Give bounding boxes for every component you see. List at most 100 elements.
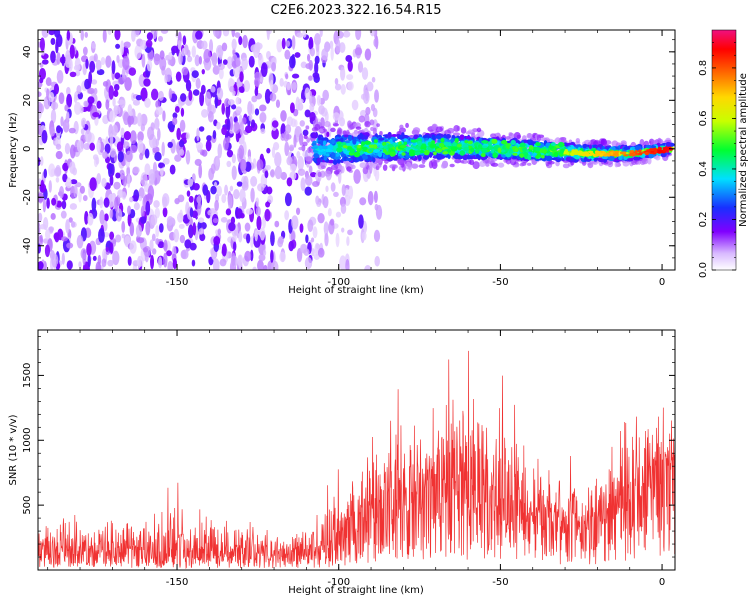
heatmap-peak-cell [505,152,512,158]
heatmap-halo-cell [454,158,462,164]
heatmap-peak-cell [435,148,443,153]
heatmap-noise-cell [279,77,284,87]
heatmap-noise-cell [192,222,197,236]
heatmap-noise-cell [258,253,266,262]
heatmap-core-cell [566,152,570,155]
heatmap-noise-cell [127,256,132,266]
heatmap-noise-cell [186,190,191,197]
heatmap-noise-cell [347,229,353,236]
heatmap-noise-cell [345,54,353,63]
heatmap-noise-cell [93,53,98,62]
heatmap-noise-cell [194,54,200,67]
heatmap-noise-cell [109,110,116,123]
heatmap-noise-cell [187,49,191,58]
heatmap-peak-cell [439,142,445,148]
heatmap-peak-cell [522,147,527,153]
heatmap-peak-cell [401,152,406,156]
heatmap-noise-cell [197,201,202,216]
heatmap-noise-cell [155,225,160,238]
heatmap-peak-cell [474,148,480,154]
heatmap-peak-cell [540,154,545,159]
heatmap-noise-cell [123,41,131,49]
heatmap-peak-cell [342,145,348,149]
heatmap-halo-cell [526,162,532,166]
colorbar-tick-label: 0.6 [698,110,709,126]
heatmap-peak-cell [360,141,366,146]
heatmap-noise-cell [322,196,329,209]
heatmap-noise-cell [108,163,112,177]
snr-x-tick-label: -150 [166,577,189,588]
heatmap-noise-cell [289,144,295,151]
heatmap-halo-cell [405,122,409,129]
heatmap-noise-cell [309,102,315,112]
heatmap-halo-cell [324,170,332,177]
heatmap-noise-cell [80,248,87,260]
heatmap-core-cell [609,151,614,156]
heatmap-peak-cell [535,146,541,152]
heatmap-halo-cell [389,164,397,169]
heatmap-noise-cell [284,210,290,221]
heatmap-halo-cell [298,146,304,151]
heatmap-halo-cell [554,137,561,144]
heatmap-core-cell [602,153,609,157]
heatmap-noise-cell [219,258,227,267]
heatmap-noise-cell [54,232,60,243]
heatmap-noise-cell [185,132,190,140]
heatmap-band-cell [318,145,323,150]
heatmap-noise-cell [87,212,94,226]
heatmap-noise-cell [210,55,218,62]
heatmap-noise-cell [374,168,380,182]
heatmap-noise-cell [144,97,151,108]
heatmap-peak-cell [464,140,469,144]
heatmap-noise-cell [146,59,153,72]
heatmap-band-cell [387,131,392,138]
heatmap-noise-cell [222,59,228,65]
heatmap-band-cell [336,158,341,164]
heatmap-core-cell [657,146,662,151]
heatmap-core-cell [629,150,634,154]
snr-x-tick-label: -50 [492,577,508,588]
heatmap-band-cell [588,144,592,149]
heatmap-noise-cell [366,81,374,92]
heatmap-noise-cell [220,216,228,223]
heatmap-noise-cell [43,96,51,110]
heatmap-halo-cell [324,120,331,128]
heatmap-band-cell [372,157,376,163]
heatmap-noise-cell [138,195,143,202]
heatmap-noise-cell [192,182,200,191]
heatmap-peak-cell [389,151,396,157]
heatmap-noise-cell [167,261,174,270]
heatmap-noise-cell [284,49,291,60]
heatmap-noise-cell [361,231,367,241]
heatmap-noise-cell [80,30,85,41]
heatmap-peak-cell [382,149,387,153]
heatmap-noise-cell [224,184,229,196]
heatmap-halo-cell [655,155,661,161]
heatmap-noise-cell [286,156,293,166]
heatmap-noise-cell [180,107,185,117]
heatmap-halo-cell [435,159,440,163]
heatmap-halo-cell [408,163,413,171]
heatmap-noise-cell [122,55,130,71]
heatmap-noise-cell [116,141,124,152]
heatmap-noise-cell [226,56,234,70]
heatmap-noise-cell [181,66,189,76]
heatmap-noise-cell [231,38,237,51]
heatmap-noise-cell [56,52,61,65]
heatmap-noise-cell [104,143,111,154]
heatmap-noise-cell [127,115,135,126]
heatmap-noise-cell [174,154,182,162]
heatmap-band-cell [317,134,322,141]
heatmap-peak-cell [505,144,510,149]
heatmap-band-cell [377,151,383,158]
heatmap-halo-cell [473,161,479,169]
heatmap-halo-cell [397,160,405,164]
heatmap-noise-cell [136,112,143,127]
heatmap-noise-cell [217,63,225,70]
heatmap-noise-cell [322,89,330,101]
heatmap-noise-cell [93,87,98,95]
heatmap-peak-cell [487,141,493,146]
heatmap-peak-cell [470,147,475,153]
heatmap-noise-cell [195,141,204,151]
heatmap-band-cell [481,145,488,149]
